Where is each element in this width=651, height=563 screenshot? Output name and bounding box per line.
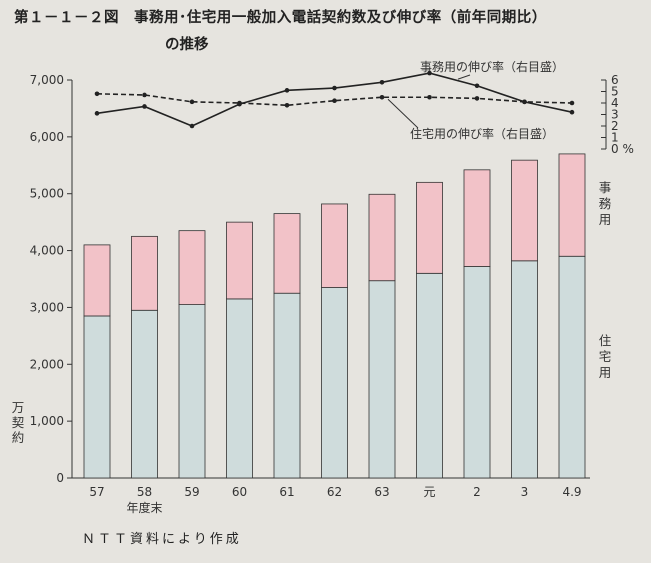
y-tick-label: 2,000: [30, 357, 64, 371]
bar-residential: [83, 315, 111, 479]
bar-business: [321, 203, 348, 288]
bar-business: [226, 221, 253, 300]
bar-business: [368, 193, 396, 282]
residential-rate-point: [189, 99, 195, 105]
x-tick-label: 3: [521, 485, 529, 499]
business-rate-point: [474, 83, 480, 89]
chart-title: 第１－１－２図 事務用･住宅用一般加入電話契約数及び伸び率（前年同期比）: [14, 10, 547, 26]
x-tick-label: 59: [184, 485, 199, 499]
bar-residential: [511, 260, 538, 479]
business-series-label-char: 事: [599, 180, 612, 195]
y-tick-label: 7,000: [30, 73, 64, 87]
bar-residential: [321, 287, 348, 479]
bar-residential: [416, 272, 443, 479]
residential-rate-point: [427, 94, 432, 100]
bar-residential: [178, 304, 206, 479]
y-axis-unit-char: 万: [12, 400, 25, 415]
x-tick-label: 63: [374, 485, 389, 499]
business-rate-point: [284, 88, 290, 93]
business-rate-point: [569, 109, 575, 115]
bar-business: [273, 213, 301, 294]
residential-rate-point: [474, 96, 480, 101]
rate-tick-label: 0 %: [611, 142, 634, 156]
business-series-label-char: 用: [599, 212, 612, 227]
business-rate-point: [332, 85, 337, 91]
y-tick-label: 6,000: [30, 130, 64, 144]
x-tick-label: 4.9: [562, 485, 581, 499]
residential-rate-point: [94, 91, 100, 97]
annotation-leader: [387, 98, 419, 129]
residential-rate-point: [332, 98, 337, 103]
x-tick-label: 62: [327, 485, 342, 499]
rate-tick-label: 1: [611, 131, 619, 145]
residential-rate-point: [142, 92, 147, 98]
residential-rate-point: [284, 103, 290, 108]
business-rate-annotation: 事務用の伸び率（右目盛）: [420, 59, 564, 74]
chart-title-line2: の推移: [165, 37, 209, 53]
residential-rate-point: [237, 100, 242, 106]
rate-tick-label: 5: [611, 85, 619, 99]
bar-residential: [558, 255, 586, 479]
bar-business: [178, 230, 206, 305]
y-axis-unit-char: 契: [12, 415, 25, 430]
business-rate-point: [142, 104, 147, 109]
residential-rate-point: [569, 100, 575, 106]
business-rate-point: [189, 123, 195, 129]
bar-business: [416, 181, 443, 274]
bar-business: [131, 235, 158, 311]
residential-series-label-char: 住: [599, 333, 612, 348]
y-tick-label: 3,000: [30, 300, 64, 314]
source-note: ＮＴＴ資料により作成: [82, 532, 242, 547]
rate-tick-label: 6: [611, 73, 619, 87]
residential-rate-annotation: 住宅用の伸び率（右目盛）: [410, 126, 554, 141]
rate-tick-label: 4: [611, 96, 619, 110]
business-rate-point: [94, 111, 100, 116]
bar-residential: [463, 266, 491, 479]
bar-business: [511, 159, 538, 262]
residential-rate-point: [379, 94, 385, 100]
x-tick-label: 61: [279, 485, 294, 499]
business-series-label-char: 務: [599, 196, 612, 211]
rate-tick-label: 3: [611, 108, 619, 122]
y-tick-label: 1,000: [30, 414, 64, 428]
rate-tick-label: 2: [611, 119, 619, 133]
residential-series-label-char: 宅: [599, 349, 612, 364]
bar-residential: [226, 298, 253, 479]
x-tick-label: 57: [89, 485, 104, 499]
y-tick-label: 4,000: [30, 244, 64, 258]
residential-rate-line: [96, 93, 573, 107]
bar-residential: [131, 309, 158, 479]
x-tick-label: 2: [473, 485, 481, 499]
bar-residential: [368, 280, 396, 479]
residential-rate-point: [522, 99, 527, 105]
bar-business: [463, 169, 491, 267]
business-rate-point: [379, 80, 385, 85]
x-tick-label: 元: [423, 485, 435, 499]
y-tick-label: 5,000: [30, 187, 64, 201]
x-tick-label: 60: [232, 485, 247, 499]
x-axis-sublabel: 年度末: [126, 500, 162, 515]
bar-business: [558, 153, 586, 257]
x-tick-label: 58: [137, 485, 152, 499]
y-tick-label: 0: [56, 471, 64, 485]
residential-series-label-char: 用: [599, 365, 612, 380]
y-axis-unit-char: 約: [12, 430, 25, 445]
bar-residential: [273, 292, 301, 479]
annotation-leader: [457, 74, 471, 80]
business-rate-point: [427, 70, 432, 76]
bar-business: [83, 244, 111, 317]
